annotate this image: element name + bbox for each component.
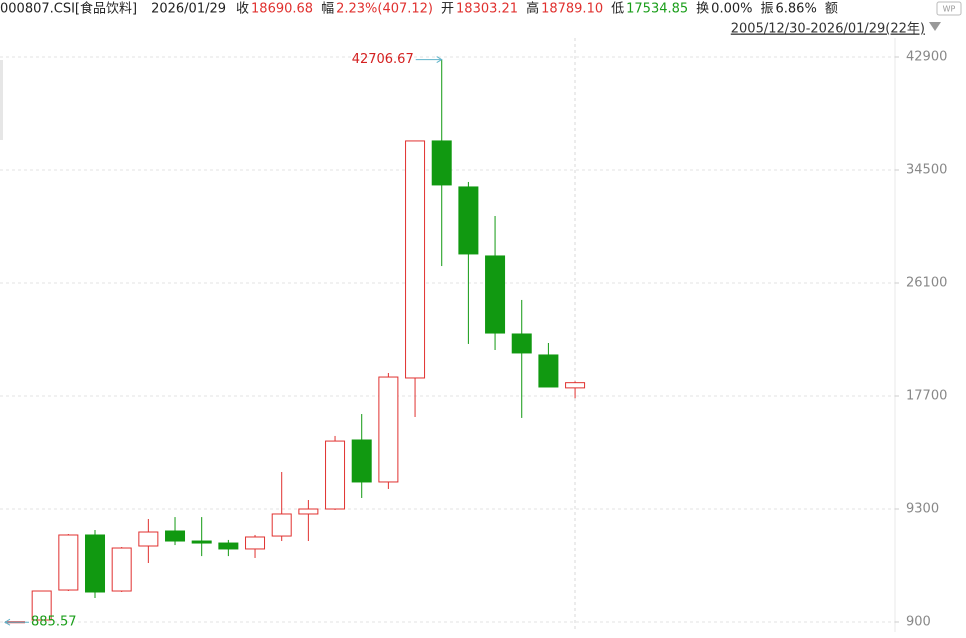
candle-body: [351, 439, 372, 483]
candle-body: [245, 536, 266, 550]
settings-icon[interactable]: [936, 1, 962, 16]
y-tick-label: 9300: [906, 502, 939, 517]
quote-value: 17534.85: [626, 2, 688, 17]
y-tick-label: 26100: [906, 275, 947, 290]
candle-body: [298, 508, 319, 515]
candle-body: [565, 382, 586, 389]
candle-body: [218, 542, 239, 550]
dropdown-arrow[interactable]: [929, 22, 941, 31]
candle-body: [325, 440, 346, 510]
candle-body: [511, 333, 532, 354]
security-code: 000807.CSI[食品饮料]: [0, 1, 137, 17]
candle-body: [138, 531, 159, 547]
max-label: 42706.67: [352, 52, 414, 67]
y-tick-label: 900: [906, 615, 931, 630]
icon-glyph: WP: [943, 5, 956, 14]
candle-body: [378, 376, 399, 483]
min-arrowhead: [4, 618, 11, 626]
quote-value: 6.86%: [776, 2, 817, 17]
max-arrowhead: [436, 56, 443, 64]
candle-body: [111, 547, 132, 592]
quote-label: 开: [441, 2, 454, 17]
candle-body: [431, 140, 452, 186]
quote-label: 额: [825, 2, 838, 17]
y-tick-label: 17700: [906, 389, 947, 404]
candle-body: [485, 255, 506, 334]
quote-date: 2026/01/29: [151, 2, 226, 17]
candle-body: [458, 186, 479, 255]
left-edge: [0, 60, 3, 140]
quote-label: 高: [526, 1, 539, 17]
quote-value: 18690.68: [251, 2, 313, 17]
candle-body: [165, 530, 186, 542]
candle-body: [85, 534, 106, 593]
min-label: 885.57: [31, 615, 77, 630]
quote-label: 振: [760, 2, 773, 17]
candle-body: [31, 590, 52, 621]
y-tick-label: 34500: [906, 162, 947, 177]
quote-label: 换: [696, 2, 709, 17]
candle-body: [405, 140, 426, 379]
quote-label: 收: [236, 2, 249, 17]
quote-label: 低: [611, 2, 624, 17]
candle-body: [538, 354, 559, 388]
quote-value: 18303.21: [456, 2, 518, 17]
candle-body: [58, 534, 79, 591]
date-range[interactable]: 2005/12/30-2026/01/29(22年): [731, 22, 925, 37]
quote-label: 幅: [321, 2, 334, 17]
quote-value: 2.23%(407.12): [336, 2, 433, 17]
y-tick-label: 42900: [906, 49, 947, 64]
quote-value: 0.00%: [711, 2, 752, 17]
quote-value: 18789.10: [541, 2, 603, 17]
candle-body: [191, 540, 212, 544]
candle-body: [271, 513, 292, 537]
header: 000807.CSI[食品饮料] 2026/01/29 收 18690.68 幅 2.23…: [0, 1, 838, 17]
